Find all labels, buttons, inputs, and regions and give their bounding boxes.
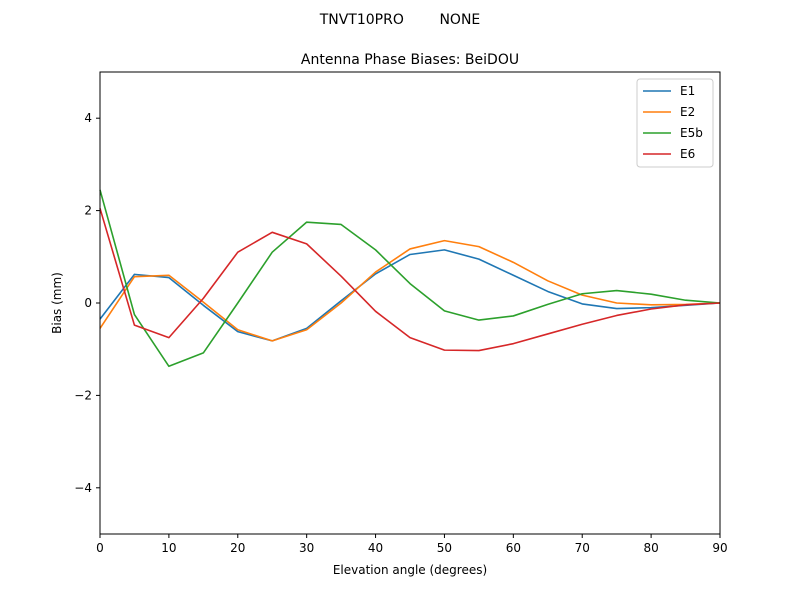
- y-tick-label: −2: [74, 388, 92, 402]
- x-axis-label: Elevation angle (degrees): [333, 563, 487, 577]
- legend-box: [636, 78, 714, 168]
- y-axis-label: Bias (mm): [50, 272, 64, 334]
- y-tick-label: 0: [84, 296, 92, 310]
- x-tick-label: 40: [368, 541, 383, 555]
- y-axis: −4 −2 0 2 4: [74, 111, 100, 495]
- legend-label-e6: E6: [680, 147, 695, 161]
- x-tick-label: 0: [96, 541, 104, 555]
- series-line-e6: [99, 208, 721, 352]
- x-tick-label: 90: [712, 541, 727, 555]
- x-tick-label: 70: [575, 541, 590, 555]
- plot-lines: [99, 189, 721, 368]
- y-tick-label: 2: [84, 204, 92, 218]
- x-tick-label: 20: [230, 541, 245, 555]
- x-axis: 0 10 20 30 40 50 60 70 80 90: [96, 534, 728, 555]
- legend-label-e2: E2: [680, 105, 695, 119]
- x-tick-label: 60: [506, 541, 521, 555]
- chart-title: Antenna Phase Biases: BeiDOU: [301, 52, 519, 68]
- legend: E1 E2 E5b E6: [636, 78, 714, 168]
- legend-label-e5b: E5b: [680, 126, 703, 140]
- x-tick-label: 50: [437, 541, 452, 555]
- x-tick-label: 10: [161, 541, 176, 555]
- y-tick-label: 4: [84, 111, 92, 125]
- legend-label-e1: E1: [680, 84, 695, 98]
- x-tick-label: 80: [643, 541, 658, 555]
- figure-title: TNVT10PRO NONE: [319, 12, 481, 28]
- series-line-e2: [99, 239, 721, 342]
- y-tick-label: −4: [74, 481, 92, 495]
- series-line-e5b: [99, 189, 721, 368]
- x-tick-label: 30: [299, 541, 314, 555]
- series-line-e1: [99, 249, 721, 342]
